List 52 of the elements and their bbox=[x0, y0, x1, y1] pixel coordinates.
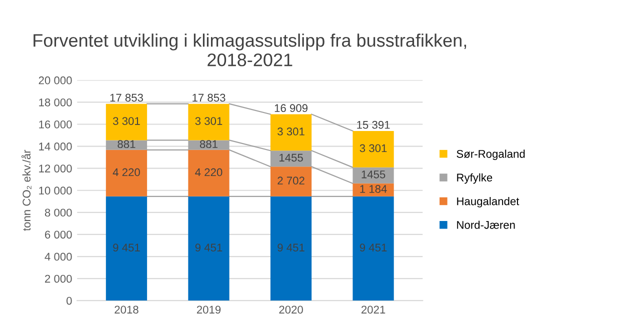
data-label: 3 301 bbox=[195, 117, 222, 125]
total-label: 17 853 bbox=[110, 94, 143, 102]
y-tick-label: 8 000 bbox=[44, 208, 72, 217]
chart-title: Forventet utvikling i klimagassutslipp fra busstrafikken, 2018-2021 bbox=[34, 34, 466, 66]
bar bbox=[352, 130, 394, 168]
data-label: 2 702 bbox=[278, 176, 304, 185]
bar bbox=[270, 166, 312, 196]
data-label: 3 301 bbox=[278, 128, 304, 136]
y-tick-label: 0 bbox=[66, 296, 72, 305]
bar bbox=[188, 150, 230, 196]
y-tick-label: 20 000 bbox=[38, 76, 72, 84]
data-label: 9 451 bbox=[195, 244, 222, 252]
bar bbox=[188, 196, 230, 301]
bar bbox=[270, 196, 312, 301]
y-tick-label: 6 000 bbox=[45, 230, 72, 239]
data-label: 9 451 bbox=[113, 244, 140, 252]
data-label: 3 301 bbox=[360, 144, 387, 152]
bar bbox=[106, 196, 148, 301]
data-label: 1455 bbox=[362, 170, 386, 178]
y-tick-label: 2 000 bbox=[45, 274, 72, 283]
bar bbox=[270, 114, 312, 151]
y-tick-label: 16 000 bbox=[39, 120, 72, 128]
legend-label: Nord-Jæren bbox=[457, 220, 515, 229]
total-label: 15 391 bbox=[357, 120, 390, 129]
data-label: 9 451 bbox=[278, 244, 304, 252]
y-tick-label: 10 000 bbox=[39, 186, 72, 195]
legend-label: Ryfylke bbox=[457, 173, 492, 184]
y-tick-label: 18 000 bbox=[39, 98, 72, 106]
y-axis-title: tonn CO₂ ekv./år bbox=[21, 150, 32, 231]
total-label: 17 853 bbox=[192, 94, 226, 102]
legend-label: Haugalandet bbox=[457, 197, 520, 208]
data-label: 4 220 bbox=[195, 168, 222, 176]
data-label: 1455 bbox=[280, 154, 303, 162]
data-label: 3 301 bbox=[113, 117, 140, 125]
y-tick-label: 12 000 bbox=[39, 164, 72, 172]
x-tick-label: 2021 bbox=[361, 306, 386, 314]
bar bbox=[188, 104, 230, 140]
y-tick-label: 14 000 bbox=[39, 142, 72, 150]
x-tick-label: 2019 bbox=[196, 306, 221, 314]
total-label: 16 909 bbox=[274, 104, 308, 112]
y-tick-label: 4 000 bbox=[44, 252, 72, 261]
x-tick-label: 2020 bbox=[279, 306, 303, 314]
data-label: 9 451 bbox=[360, 244, 387, 252]
data-label: 881 bbox=[200, 140, 218, 148]
x-tick-label: 2018 bbox=[114, 306, 138, 314]
bar bbox=[106, 150, 148, 196]
data-label: 1 184 bbox=[360, 185, 387, 193]
legend-label: Sør-Rogaland bbox=[456, 150, 525, 160]
bar bbox=[106, 104, 148, 140]
data-label: 4 220 bbox=[112, 168, 140, 176]
bar bbox=[352, 196, 394, 301]
data-label: 881 bbox=[118, 140, 136, 148]
